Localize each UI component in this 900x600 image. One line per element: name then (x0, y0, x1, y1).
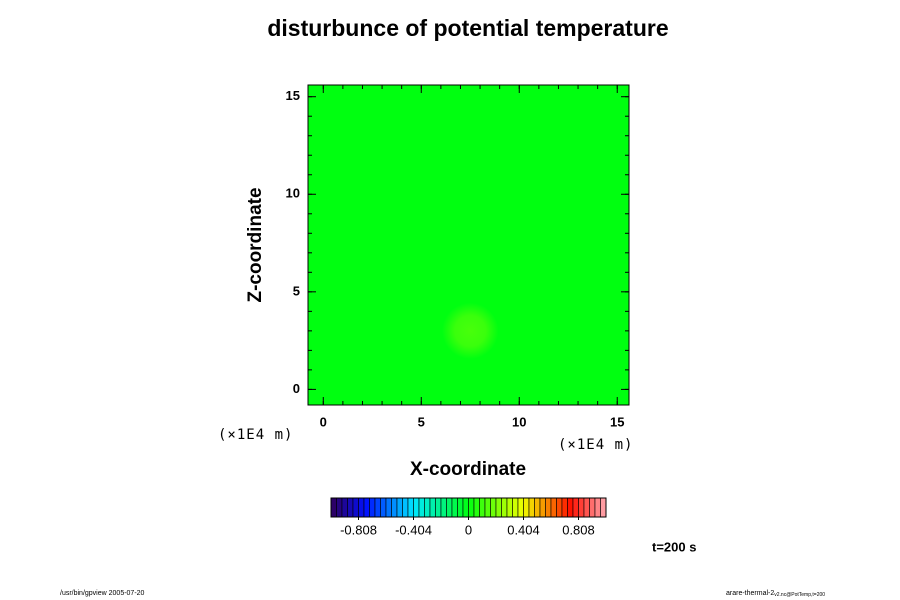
colorbar-segment (468, 497, 475, 518)
colorbar-segment (451, 497, 458, 518)
y-tick-label: 10 (286, 186, 300, 201)
colorbar-segment (550, 497, 557, 518)
colorbar-segment (512, 497, 519, 518)
colorbar-segment (374, 497, 381, 518)
colorbar-segment (385, 497, 392, 518)
colorbar-tick-label: -0.808 (340, 522, 377, 537)
colorbar-segment (490, 497, 497, 518)
colorbar-segment (561, 497, 568, 518)
colorbar-segment (341, 497, 348, 518)
colorbar-segment (407, 497, 414, 518)
colorbar-segment (429, 497, 436, 518)
y-axis-label: Z-coordinate (245, 187, 266, 302)
y-tick-label: 15 (286, 88, 300, 103)
colorbar-segment (495, 497, 502, 518)
footer-file: arare-thermal-2 (726, 590, 774, 597)
colorbar-segment (583, 497, 590, 518)
footer-left: /usr/bin/gpview 2005-07-20 (60, 590, 145, 597)
colorbar-segment (330, 497, 337, 518)
colorbar-segment (440, 497, 447, 518)
colorbar-segment (418, 497, 425, 518)
y-tick-label: 0 (293, 381, 300, 396)
x-unit: (×1E4 m) (558, 437, 633, 453)
y-unit: (×1E4 m) (218, 427, 293, 443)
colorbar-segment (352, 497, 359, 518)
chart-title: disturbunce of potential temperature (267, 15, 668, 41)
colorbar-segment (391, 497, 398, 518)
y-tick-label: 5 (293, 283, 300, 298)
colorbar-segment (484, 497, 491, 518)
colorbar-segment (567, 497, 574, 518)
footer-right: arare-thermal-2v2.nc@PotTemp,t=200 (726, 590, 825, 598)
colorbar-segment (479, 497, 486, 518)
colorbar-segment (363, 497, 370, 518)
colorbar-segment (600, 497, 607, 518)
x-tick-label: 10 (512, 414, 526, 429)
field-peak (442, 302, 499, 359)
colorbar-segment (435, 497, 442, 518)
colorbar-segment (336, 497, 343, 518)
time-label: t=200 s (652, 539, 696, 554)
colorbar-segment (594, 497, 601, 518)
colorbar-segment (358, 497, 365, 518)
colorbar-segment (473, 497, 480, 518)
colorbar-segment (396, 497, 403, 518)
colorbar-segment (369, 497, 376, 518)
colorbar-segment (402, 497, 409, 518)
colorbar-segment (556, 497, 563, 518)
colorbar-segment (578, 497, 585, 518)
colorbar-segment (457, 497, 464, 518)
colorbar-segment (347, 497, 354, 518)
colorbar-segment (380, 497, 387, 518)
colorbar-segment (523, 497, 530, 518)
x-tick-label: 15 (610, 414, 624, 429)
footer-sub: v2.nc@PotTemp,t=200 (774, 592, 825, 598)
colorbar-tick-label: -0.404 (395, 522, 432, 537)
colorbar-segment (462, 497, 469, 518)
colorbar-segment (539, 497, 546, 518)
colorbar-segment (545, 497, 552, 518)
colorbar-segment (528, 497, 535, 518)
colorbar-segment (572, 497, 579, 518)
colorbar-segment (534, 497, 541, 518)
colorbar-segment (424, 497, 431, 518)
colorbar-tick-label: 0.808 (562, 522, 595, 537)
colorbar-segment (506, 497, 513, 518)
colorbar-segment (501, 497, 508, 518)
colorbar-segment (446, 497, 453, 518)
colorbar-segment (589, 497, 596, 518)
colorbar-tick-label: 0 (465, 522, 472, 537)
colorbar-segment (413, 497, 420, 518)
colorbar-segment (517, 497, 524, 518)
x-tick-label: 0 (320, 414, 327, 429)
colorbar-tick-label: 0.404 (507, 522, 540, 537)
x-axis-label: X-coordinate (410, 459, 526, 480)
x-tick-label: 5 (418, 414, 425, 429)
plot-frame (307, 84, 630, 406)
